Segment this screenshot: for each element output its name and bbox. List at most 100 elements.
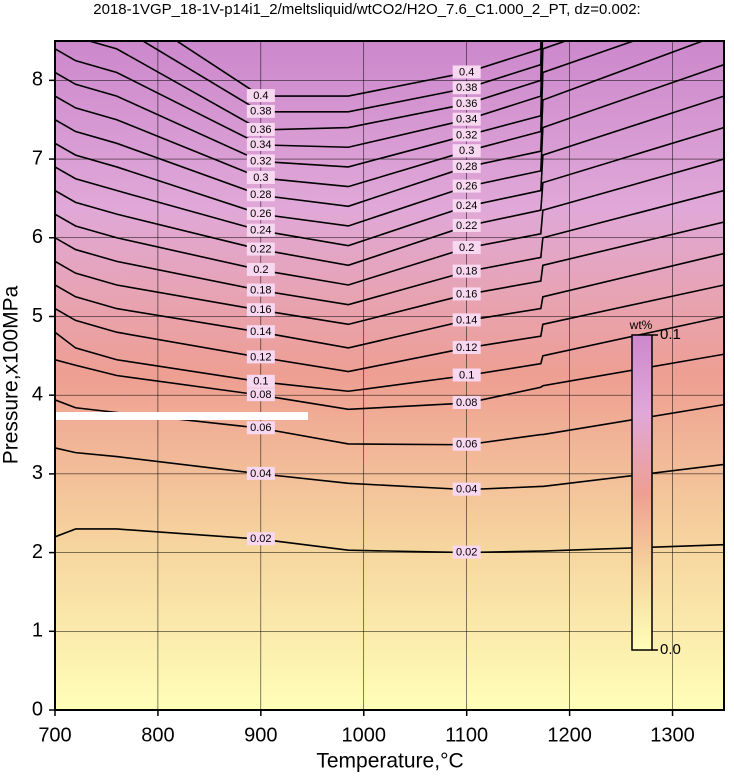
contour-label-box	[246, 104, 275, 118]
x-tick-label: 1100	[445, 724, 488, 746]
contour-line	[141, 41, 543, 113]
contour-label-box	[246, 283, 275, 297]
contour-label-box	[246, 374, 275, 388]
contour-label-box	[452, 179, 481, 193]
contour-label-box	[452, 313, 481, 327]
contour-label-box	[246, 350, 275, 364]
contour-label: 0.04	[456, 484, 477, 496]
contour-label: 0.36	[456, 98, 477, 110]
contour-label: 0.4	[459, 66, 474, 78]
contour-label: 0.1	[253, 376, 268, 388]
contour-label-box	[246, 263, 275, 277]
contour-label-box	[452, 159, 481, 173]
contour-label: 0.36	[250, 124, 271, 136]
chart-title: 2018-1VGP_18-1V-p14i1_2/meltsliquid/wtCO…	[93, 1, 640, 18]
plot-background	[55, 41, 724, 710]
contour-label-box	[452, 240, 481, 254]
contour-label: 0.22	[456, 220, 477, 232]
contour-label: 0.26	[250, 208, 271, 220]
colorbar-label: wt%	[629, 318, 653, 332]
contour-line	[55, 315, 724, 393]
contour-line	[55, 447, 724, 491]
contour-line	[55, 158, 724, 286]
contour-label-box	[246, 421, 275, 435]
x-tick-label: 1200	[547, 724, 592, 746]
white-band	[55, 412, 308, 420]
contour-label-box	[452, 65, 481, 79]
colorbar-tick-label: 0.1	[660, 326, 681, 343]
contour-label-box	[452, 396, 481, 410]
contour-label: 0.02	[250, 533, 271, 545]
y-tick-label: 7	[32, 147, 43, 169]
contour-label-box	[452, 112, 481, 126]
contour-label: 0.14	[250, 326, 271, 338]
contour-label: 0.38	[250, 106, 271, 118]
contour-label: 0.3	[459, 145, 474, 157]
contour-label: 0.26	[456, 181, 477, 193]
y-tick-label: 4	[32, 383, 43, 405]
contour-label-box	[452, 368, 481, 382]
contour-label: 0.32	[456, 129, 477, 141]
contour-label: 0.18	[456, 266, 477, 278]
contour-label: 0.32	[250, 155, 271, 167]
contour-label-box	[246, 207, 275, 221]
contour-label-box	[452, 128, 481, 142]
contour-label: 0.12	[456, 342, 477, 354]
contour-line	[55, 221, 724, 326]
contour-label: 0.1	[459, 369, 474, 381]
contour-line	[55, 399, 724, 446]
contour-line	[175, 41, 542, 97]
y-tick-label: 5	[32, 305, 43, 327]
contour-label-box	[246, 89, 275, 103]
contour-label-box	[452, 545, 481, 559]
y-tick-label: 3	[32, 462, 43, 484]
colorbar	[631, 334, 653, 651]
contour-label-box	[246, 466, 275, 480]
contour-label-box	[246, 170, 275, 184]
contour-line	[55, 189, 724, 306]
y-tick-label: 6	[32, 226, 43, 248]
contour-label: 0.24	[456, 200, 477, 212]
contour-label: 0.34	[456, 114, 477, 126]
contour-line	[86, 41, 543, 131]
contour-label: 0.06	[456, 439, 477, 451]
contour-line	[55, 95, 724, 247]
colorbar-tick-label: 0.0	[660, 641, 681, 658]
contours: 0.020.020.040.040.060.060.080.080.10.10.…	[55, 41, 724, 559]
contour-label-box	[246, 223, 275, 237]
contour-label-box	[246, 154, 275, 168]
contour-label: 0.08	[456, 397, 477, 409]
contour-label: 0.38	[456, 82, 477, 94]
contour-label-box	[246, 137, 275, 151]
plot-frame	[54, 40, 725, 711]
contour-label-box	[246, 325, 275, 339]
contour-label-box	[452, 482, 481, 496]
contour-label: 0.34	[250, 139, 271, 151]
y-tick-label: 1	[32, 620, 43, 642]
contour-line	[55, 528, 724, 554]
contour-label-box	[246, 303, 275, 317]
contour-label: 0.06	[250, 422, 271, 434]
contour-label: 0.18	[250, 284, 271, 296]
contour-label-box	[452, 264, 481, 278]
contour-label-box	[246, 122, 275, 136]
contour-line	[55, 63, 724, 227]
contour-label-box	[246, 242, 275, 256]
contour-line	[55, 284, 724, 373]
contour-label: 0.2	[253, 264, 268, 276]
contour-label-box	[452, 199, 481, 213]
x-axis-label: Temperature,°C	[316, 750, 463, 773]
x-tick-label: 1000	[342, 724, 387, 746]
contour-label: 0.14	[456, 314, 477, 326]
x-tick-label: 1300	[650, 724, 695, 746]
contour-label: 0.2	[459, 242, 474, 254]
contour-label: 0.04	[250, 468, 271, 480]
y-tick-label: 0	[32, 698, 43, 720]
contour-label: 0.16	[250, 304, 271, 316]
y-tick-label: 8	[32, 69, 43, 91]
contour-label: 0.16	[456, 288, 477, 300]
contour-line	[55, 41, 705, 208]
contour-label-box	[452, 96, 481, 110]
contour-label-box	[246, 188, 275, 202]
